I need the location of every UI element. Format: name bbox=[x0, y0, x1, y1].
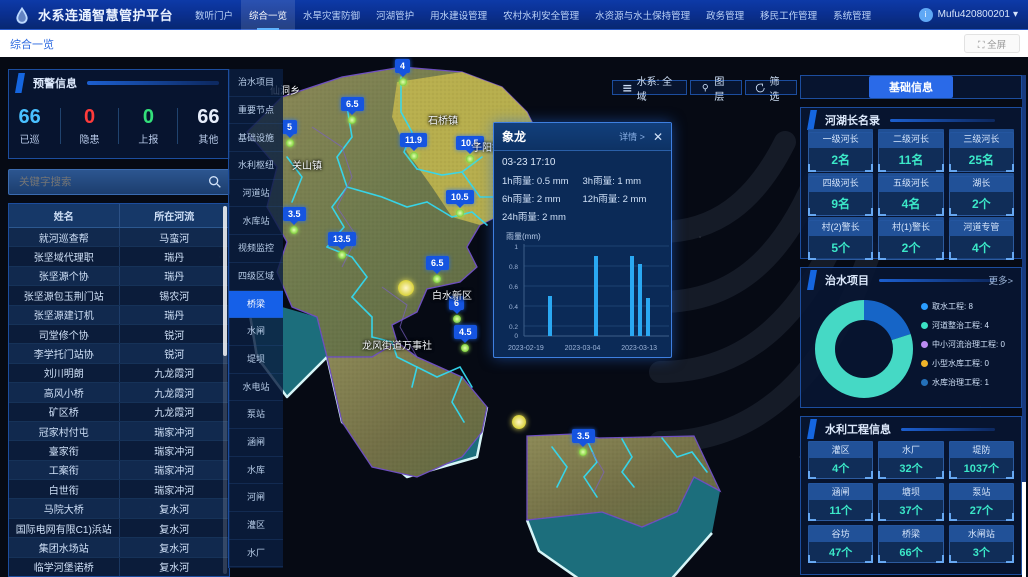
svg-text:1: 1 bbox=[514, 244, 518, 251]
svg-text:0: 0 bbox=[514, 333, 518, 340]
svg-text:0.4: 0.4 bbox=[509, 304, 518, 311]
svg-text:0.2: 0.2 bbox=[509, 324, 518, 331]
svg-text:0.6: 0.6 bbox=[509, 284, 518, 291]
svg-text:0.8: 0.8 bbox=[509, 264, 518, 271]
